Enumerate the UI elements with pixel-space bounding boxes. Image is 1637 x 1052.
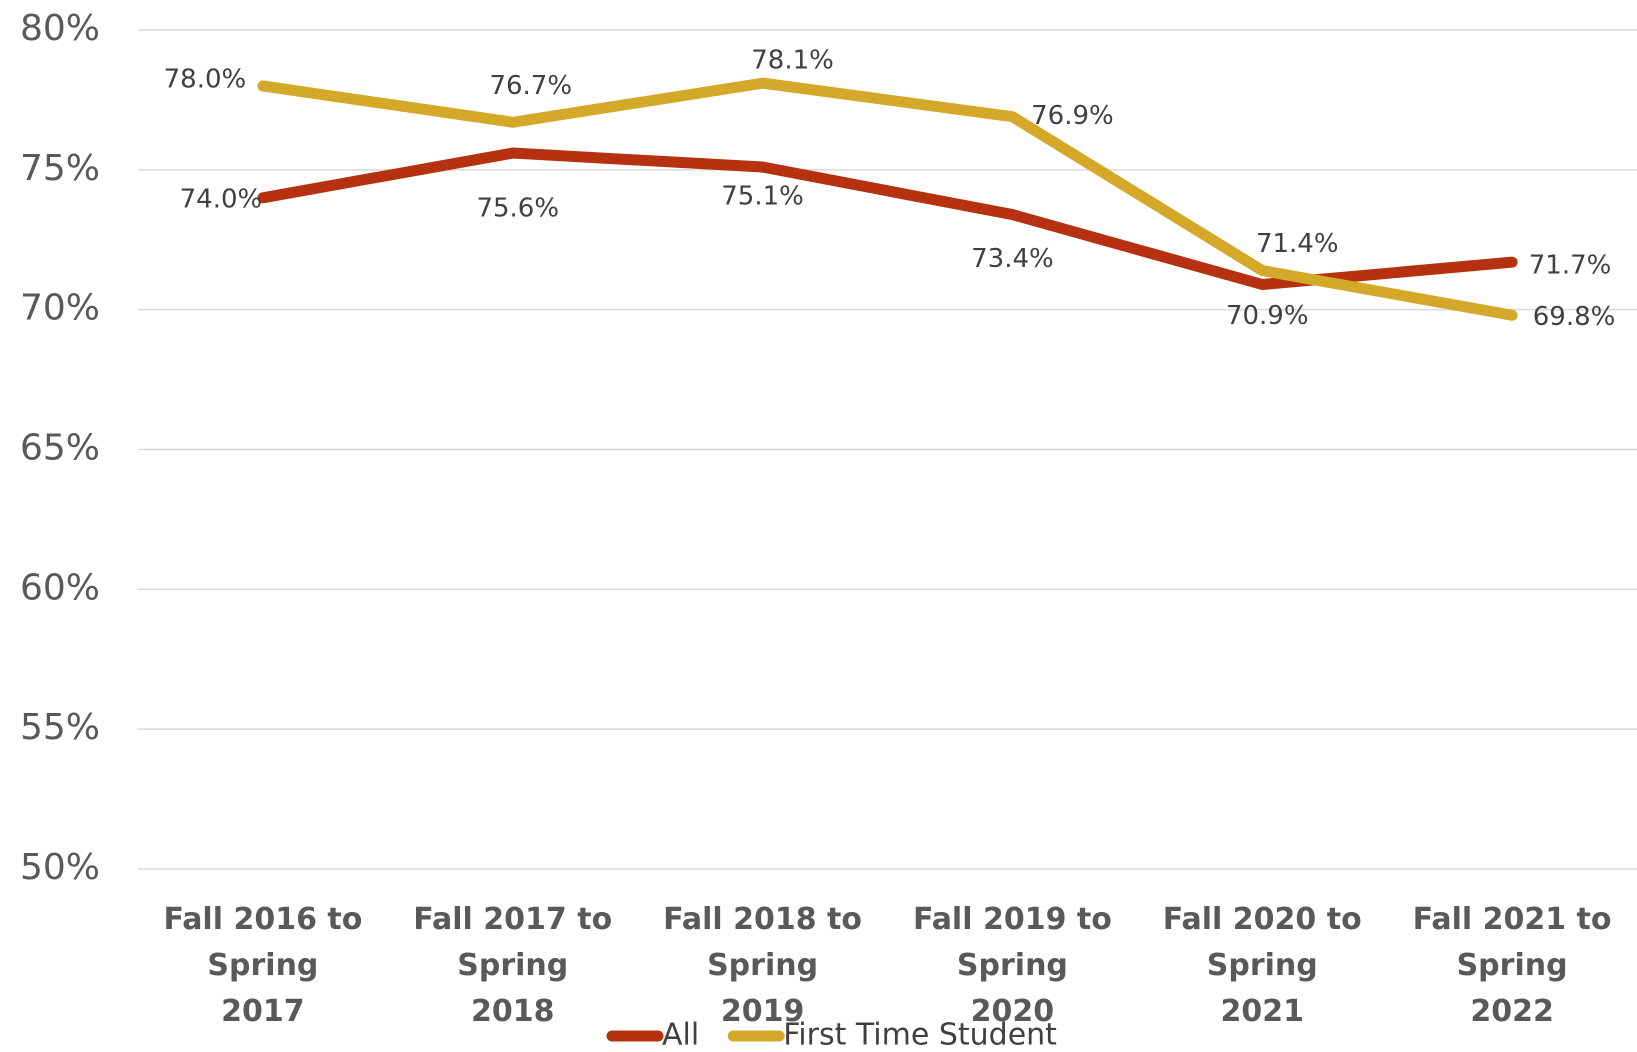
data-label: 78.0% <box>164 64 247 94</box>
y-tick-label: 80% <box>20 8 100 49</box>
y-tick-label: 60% <box>20 567 100 608</box>
x-tick-label: Fall 2020 to Spring 2021 <box>1162 902 1362 1029</box>
y-tick-label: 65% <box>20 428 100 469</box>
data-label: 70.9% <box>1226 301 1309 331</box>
data-label: 75.6% <box>476 194 559 224</box>
line <box>257 147 1518 290</box>
data-label: 78.1% <box>751 46 834 76</box>
y-tick-label: 55% <box>20 707 100 748</box>
y-tick-label: 75% <box>20 148 100 189</box>
data-label: 76.7% <box>489 71 572 101</box>
data-label: 76.9% <box>1031 101 1114 131</box>
x-tick-label: Fall 2019 to Spring 2020 <box>912 902 1112 1029</box>
data-label: 71.4% <box>1256 229 1339 259</box>
line <box>257 77 1518 321</box>
x-tick-label: Fall 2016 to Spring 2017 <box>163 902 363 1029</box>
x-tick-label: Fall 2017 to Spring 2018 <box>413 902 613 1029</box>
x-tick-label: Fall 2021 to Spring 2022 <box>1412 902 1612 1029</box>
data-label: 75.1% <box>721 182 804 212</box>
x-tick-label: Fall 2018 to Spring 2019 <box>663 902 863 1029</box>
legend-label: First Time Student <box>783 1018 1057 1052</box>
data-label: 71.7% <box>1529 251 1612 281</box>
data-label: 74.0% <box>180 184 263 214</box>
y-tick-label: 70% <box>20 288 100 329</box>
legend-label: All <box>662 1018 699 1052</box>
data-label: 69.8% <box>1533 302 1616 332</box>
data-label: 73.4% <box>971 244 1054 274</box>
y-tick-label: 50% <box>20 847 100 888</box>
